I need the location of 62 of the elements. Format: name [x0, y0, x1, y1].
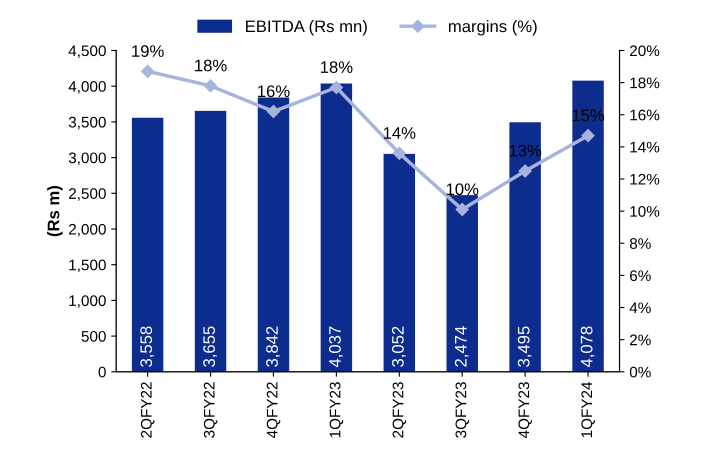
bar	[509, 122, 541, 372]
x-tick-label: 3QFY23	[456, 382, 470, 438]
point	[392, 146, 406, 160]
point	[330, 80, 343, 94]
data-label: 19%	[132, 45, 164, 57]
point	[581, 129, 595, 142]
y2-tick-label: 4%	[630, 302, 651, 314]
y2-tick-label: 2%	[630, 334, 651, 346]
data-label: 3,052	[392, 326, 406, 367]
point	[204, 79, 218, 92]
y-tick-label: 2,000	[68, 224, 106, 236]
data-label: 4,037	[329, 326, 343, 368]
data-label: 18%	[195, 60, 227, 72]
data-label: 4,078	[580, 326, 595, 368]
y-tick-label: 0	[98, 366, 106, 378]
bar	[446, 195, 478, 372]
bar	[258, 97, 290, 372]
y2-tick-label: 8%	[630, 238, 651, 249]
y-tick-label: 3,500	[68, 116, 106, 130]
data-label: 3,655	[203, 326, 217, 367]
y-tick-label: 1,000	[69, 295, 106, 308]
data-label: 3,495	[518, 326, 532, 367]
y-tick-label: 4,500	[68, 45, 106, 58]
bar	[384, 154, 416, 372]
bar	[132, 118, 164, 372]
y2-tick-label: 18%	[630, 77, 660, 88]
legend-label: EBITDA (Rs mn)	[246, 20, 367, 36]
y-tick-label: 500	[82, 330, 106, 342]
point	[518, 164, 532, 178]
x-tick-label: 2QFY22	[140, 382, 154, 438]
y2-tick-label: 6%	[630, 270, 651, 282]
bar	[320, 84, 352, 372]
data-label: 2,474	[454, 326, 469, 367]
legend-label: margins (%)	[448, 20, 537, 36]
data-label: 3,558	[140, 326, 154, 367]
y2-tick-label: 0%	[630, 366, 651, 378]
data-label: 10%	[446, 183, 478, 196]
x-tick-label: 4QFY22	[266, 382, 280, 438]
point	[266, 104, 280, 118]
x-tick-label: 2QFY23	[392, 382, 406, 438]
data-label: 18%	[320, 61, 352, 74]
y-tick-label: 1,500	[69, 260, 106, 272]
y-axis-title: (Rs m)	[47, 186, 63, 236]
y-tick-label: 2,500	[68, 188, 106, 201]
bar	[194, 110, 226, 372]
y-tick-label: 3,000	[68, 152, 106, 166]
y2-tick-label: 20%	[630, 45, 660, 56]
y2-tick-label: 10%	[630, 206, 660, 217]
x-tick-label: 1QFY24	[581, 382, 595, 438]
x-tick-label: 1QFY23	[330, 382, 344, 438]
data-label: 3,842	[266, 326, 280, 367]
y2-tick-label: 16%	[630, 110, 660, 120]
y2-tick-label: 12%	[630, 174, 660, 185]
point	[141, 64, 154, 78]
y2-tick-label: 14%	[630, 142, 660, 153]
bar	[572, 80, 604, 372]
x-tick-label: 4QFY23	[518, 382, 532, 438]
data-label: 14%	[384, 127, 416, 139]
point	[456, 202, 469, 216]
y-tick-label: 4,000	[68, 81, 106, 94]
data-label: 16%	[258, 85, 290, 98]
x-tick-label: 3QFY22	[204, 382, 218, 438]
